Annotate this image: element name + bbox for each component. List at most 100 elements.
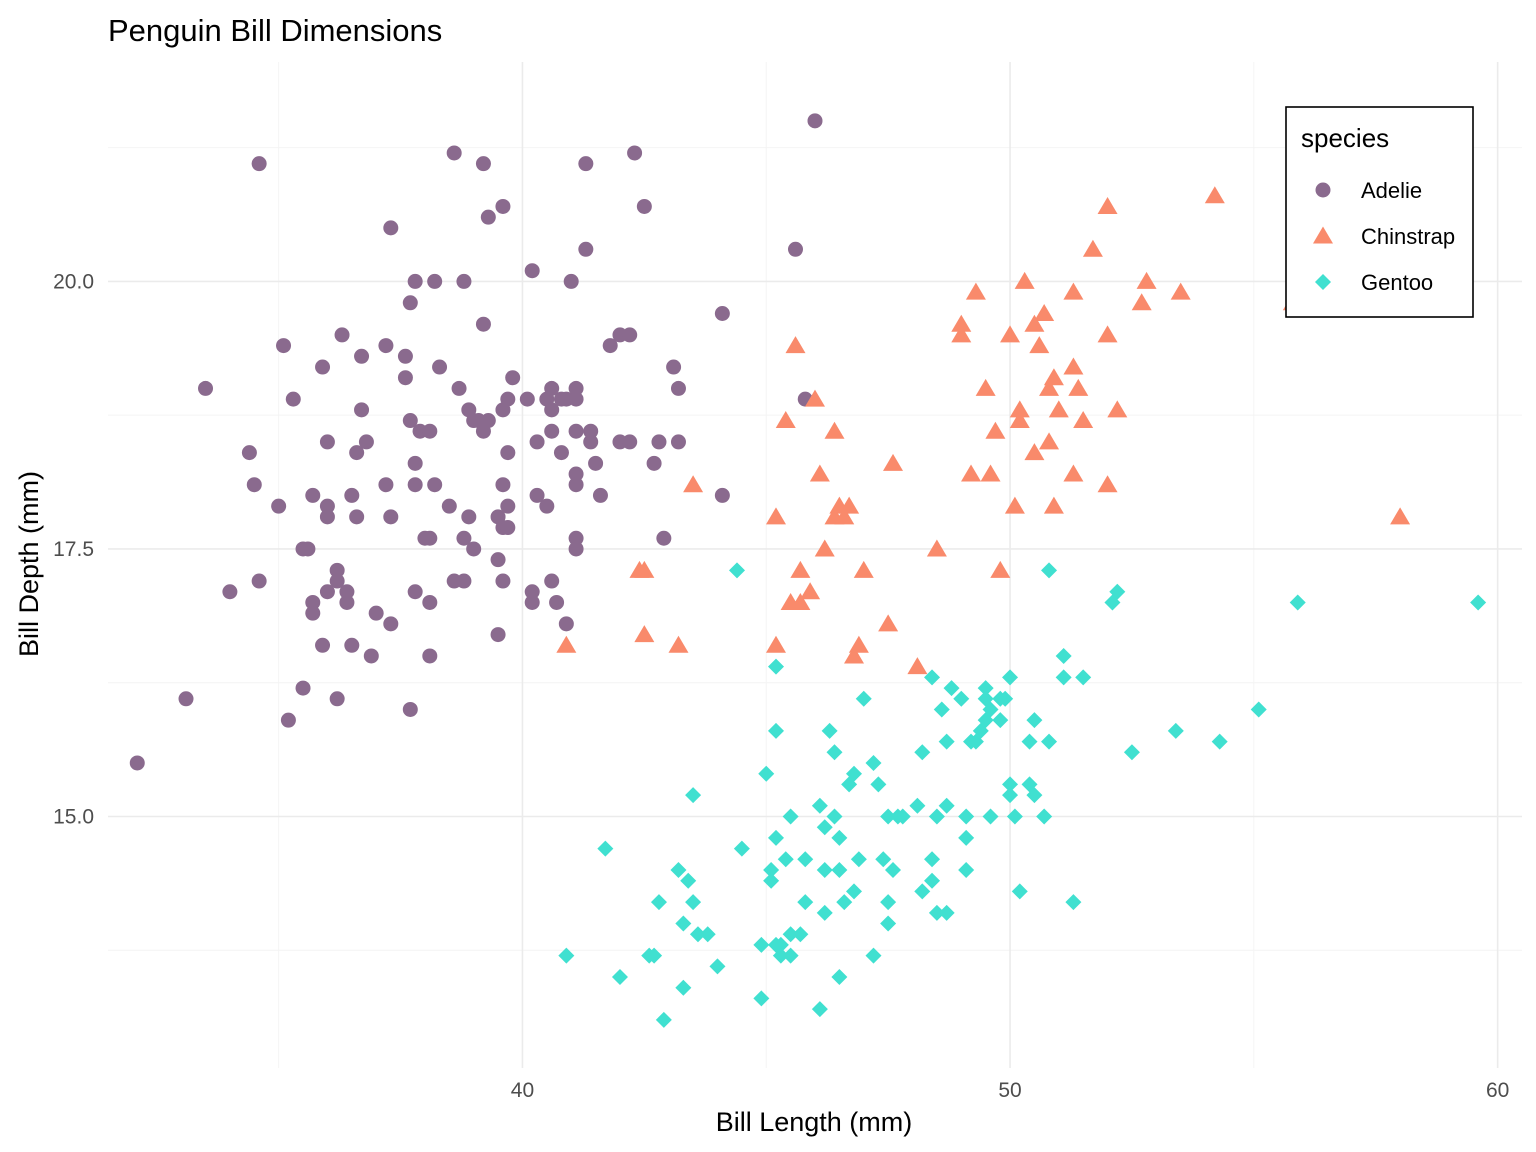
adelie-point <box>178 691 194 707</box>
adelie-point <box>622 327 638 343</box>
gentoo-point <box>650 894 667 911</box>
adelie-point <box>568 466 584 482</box>
chinstrap-point <box>668 635 689 653</box>
y-tick-label: 15.0 <box>53 806 94 829</box>
gentoo-point <box>611 969 628 986</box>
gentoo-point <box>885 862 902 879</box>
adelie-point <box>378 477 394 493</box>
y-tick-label: 20.0 <box>53 270 94 293</box>
legend-item-gentoo: Gentoo <box>1315 270 1433 295</box>
adelie-point <box>339 584 355 600</box>
adelie-point <box>378 338 394 354</box>
gentoo-point <box>914 883 931 900</box>
chinstrap-point <box>1039 432 1060 450</box>
adelie-point <box>271 498 287 514</box>
gentoo-point <box>982 808 999 825</box>
chinstrap-point <box>765 635 786 653</box>
adelie-point <box>568 391 584 407</box>
chinstrap-point <box>824 421 845 439</box>
adelie-point <box>246 477 262 493</box>
adelie-point <box>305 605 321 621</box>
gentoo-point <box>894 808 911 825</box>
gentoo-point <box>1075 669 1092 686</box>
adelie-point <box>354 348 370 364</box>
gentoo-point <box>1002 669 1019 686</box>
gentoo-point <box>797 851 814 868</box>
chinstrap-point <box>634 625 655 643</box>
chinstrap-point <box>1034 304 1055 321</box>
adelie-point <box>198 380 214 396</box>
gentoo-point <box>1289 594 1306 611</box>
gentoo-point <box>928 808 945 825</box>
adelie-point <box>349 509 365 525</box>
chinstrap-point <box>1029 336 1050 354</box>
chinstrap-point <box>839 496 860 514</box>
data-points <box>129 113 1487 1028</box>
adelie-point <box>475 156 491 172</box>
chinstrap-point <box>1024 443 1045 461</box>
adelie-point <box>315 637 331 653</box>
adelie-point <box>583 423 599 439</box>
adelie-point <box>558 616 574 632</box>
gentoo-point <box>831 969 848 986</box>
chinstrap-point <box>1039 378 1060 396</box>
chinstrap-point <box>844 646 865 664</box>
x-axis-title: Bill Length (mm) <box>716 1107 913 1137</box>
gentoo-point <box>1167 722 1184 739</box>
series-chinstrap <box>556 186 1411 675</box>
chinstrap-point <box>1048 400 1069 418</box>
adelie-point <box>592 487 608 503</box>
gentoo-point <box>977 680 994 697</box>
gentoo-point <box>655 1011 672 1028</box>
chart-title: Penguin Bill Dimensions <box>108 13 442 48</box>
adelie-point <box>402 413 418 429</box>
adelie-point <box>344 487 360 503</box>
adelie-point <box>636 198 652 214</box>
adelie-point <box>578 241 594 257</box>
adelie-point <box>480 413 496 429</box>
adelie-point <box>475 316 491 332</box>
gentoo-point <box>924 872 941 889</box>
adelie-point <box>329 573 345 589</box>
adelie-point <box>446 145 462 161</box>
gentoo-point <box>938 733 955 750</box>
gentoo-point <box>670 862 687 879</box>
adelie-point <box>251 156 267 172</box>
chinstrap-point <box>1136 271 1157 289</box>
adelie-point <box>583 434 599 450</box>
chinstrap-point <box>1009 411 1030 429</box>
gentoo-point <box>1041 562 1058 579</box>
gentoo-point <box>953 690 970 707</box>
chinstrap-point <box>1170 282 1191 300</box>
gentoo-point <box>685 787 702 804</box>
series-adelie <box>129 113 823 771</box>
gentoo-point <box>816 904 833 921</box>
adelie-point <box>241 445 257 461</box>
gentoo-point <box>558 947 575 964</box>
chinstrap-point <box>1097 196 1118 214</box>
adelie-point <box>417 530 433 546</box>
gentoo-point <box>924 851 941 868</box>
chinstrap-point <box>985 421 1006 439</box>
gentoo-point <box>997 690 1014 707</box>
adelie-point <box>500 520 516 536</box>
gentoo-point <box>1041 733 1058 750</box>
adelie-point <box>319 498 335 514</box>
gentoo-point <box>1470 594 1487 611</box>
x-tick-label: 60 <box>1486 1079 1509 1102</box>
adelie-point <box>276 338 292 354</box>
adelie-point <box>397 370 413 386</box>
chinstrap-point <box>848 635 869 653</box>
gentoo-point <box>772 936 789 953</box>
gentoo-point <box>675 979 692 996</box>
gentoo-point <box>846 883 863 900</box>
gentoo-point <box>938 904 955 921</box>
gentoo-point <box>733 840 750 857</box>
chinstrap-point <box>1063 282 1084 300</box>
legend-item-adelie: Adelie <box>1315 178 1422 203</box>
gentoo-point <box>865 754 882 771</box>
adelie-point <box>402 701 418 717</box>
chinstrap-point <box>814 539 835 557</box>
gentoo-point <box>1036 808 1053 825</box>
gentoo-point <box>772 947 789 964</box>
